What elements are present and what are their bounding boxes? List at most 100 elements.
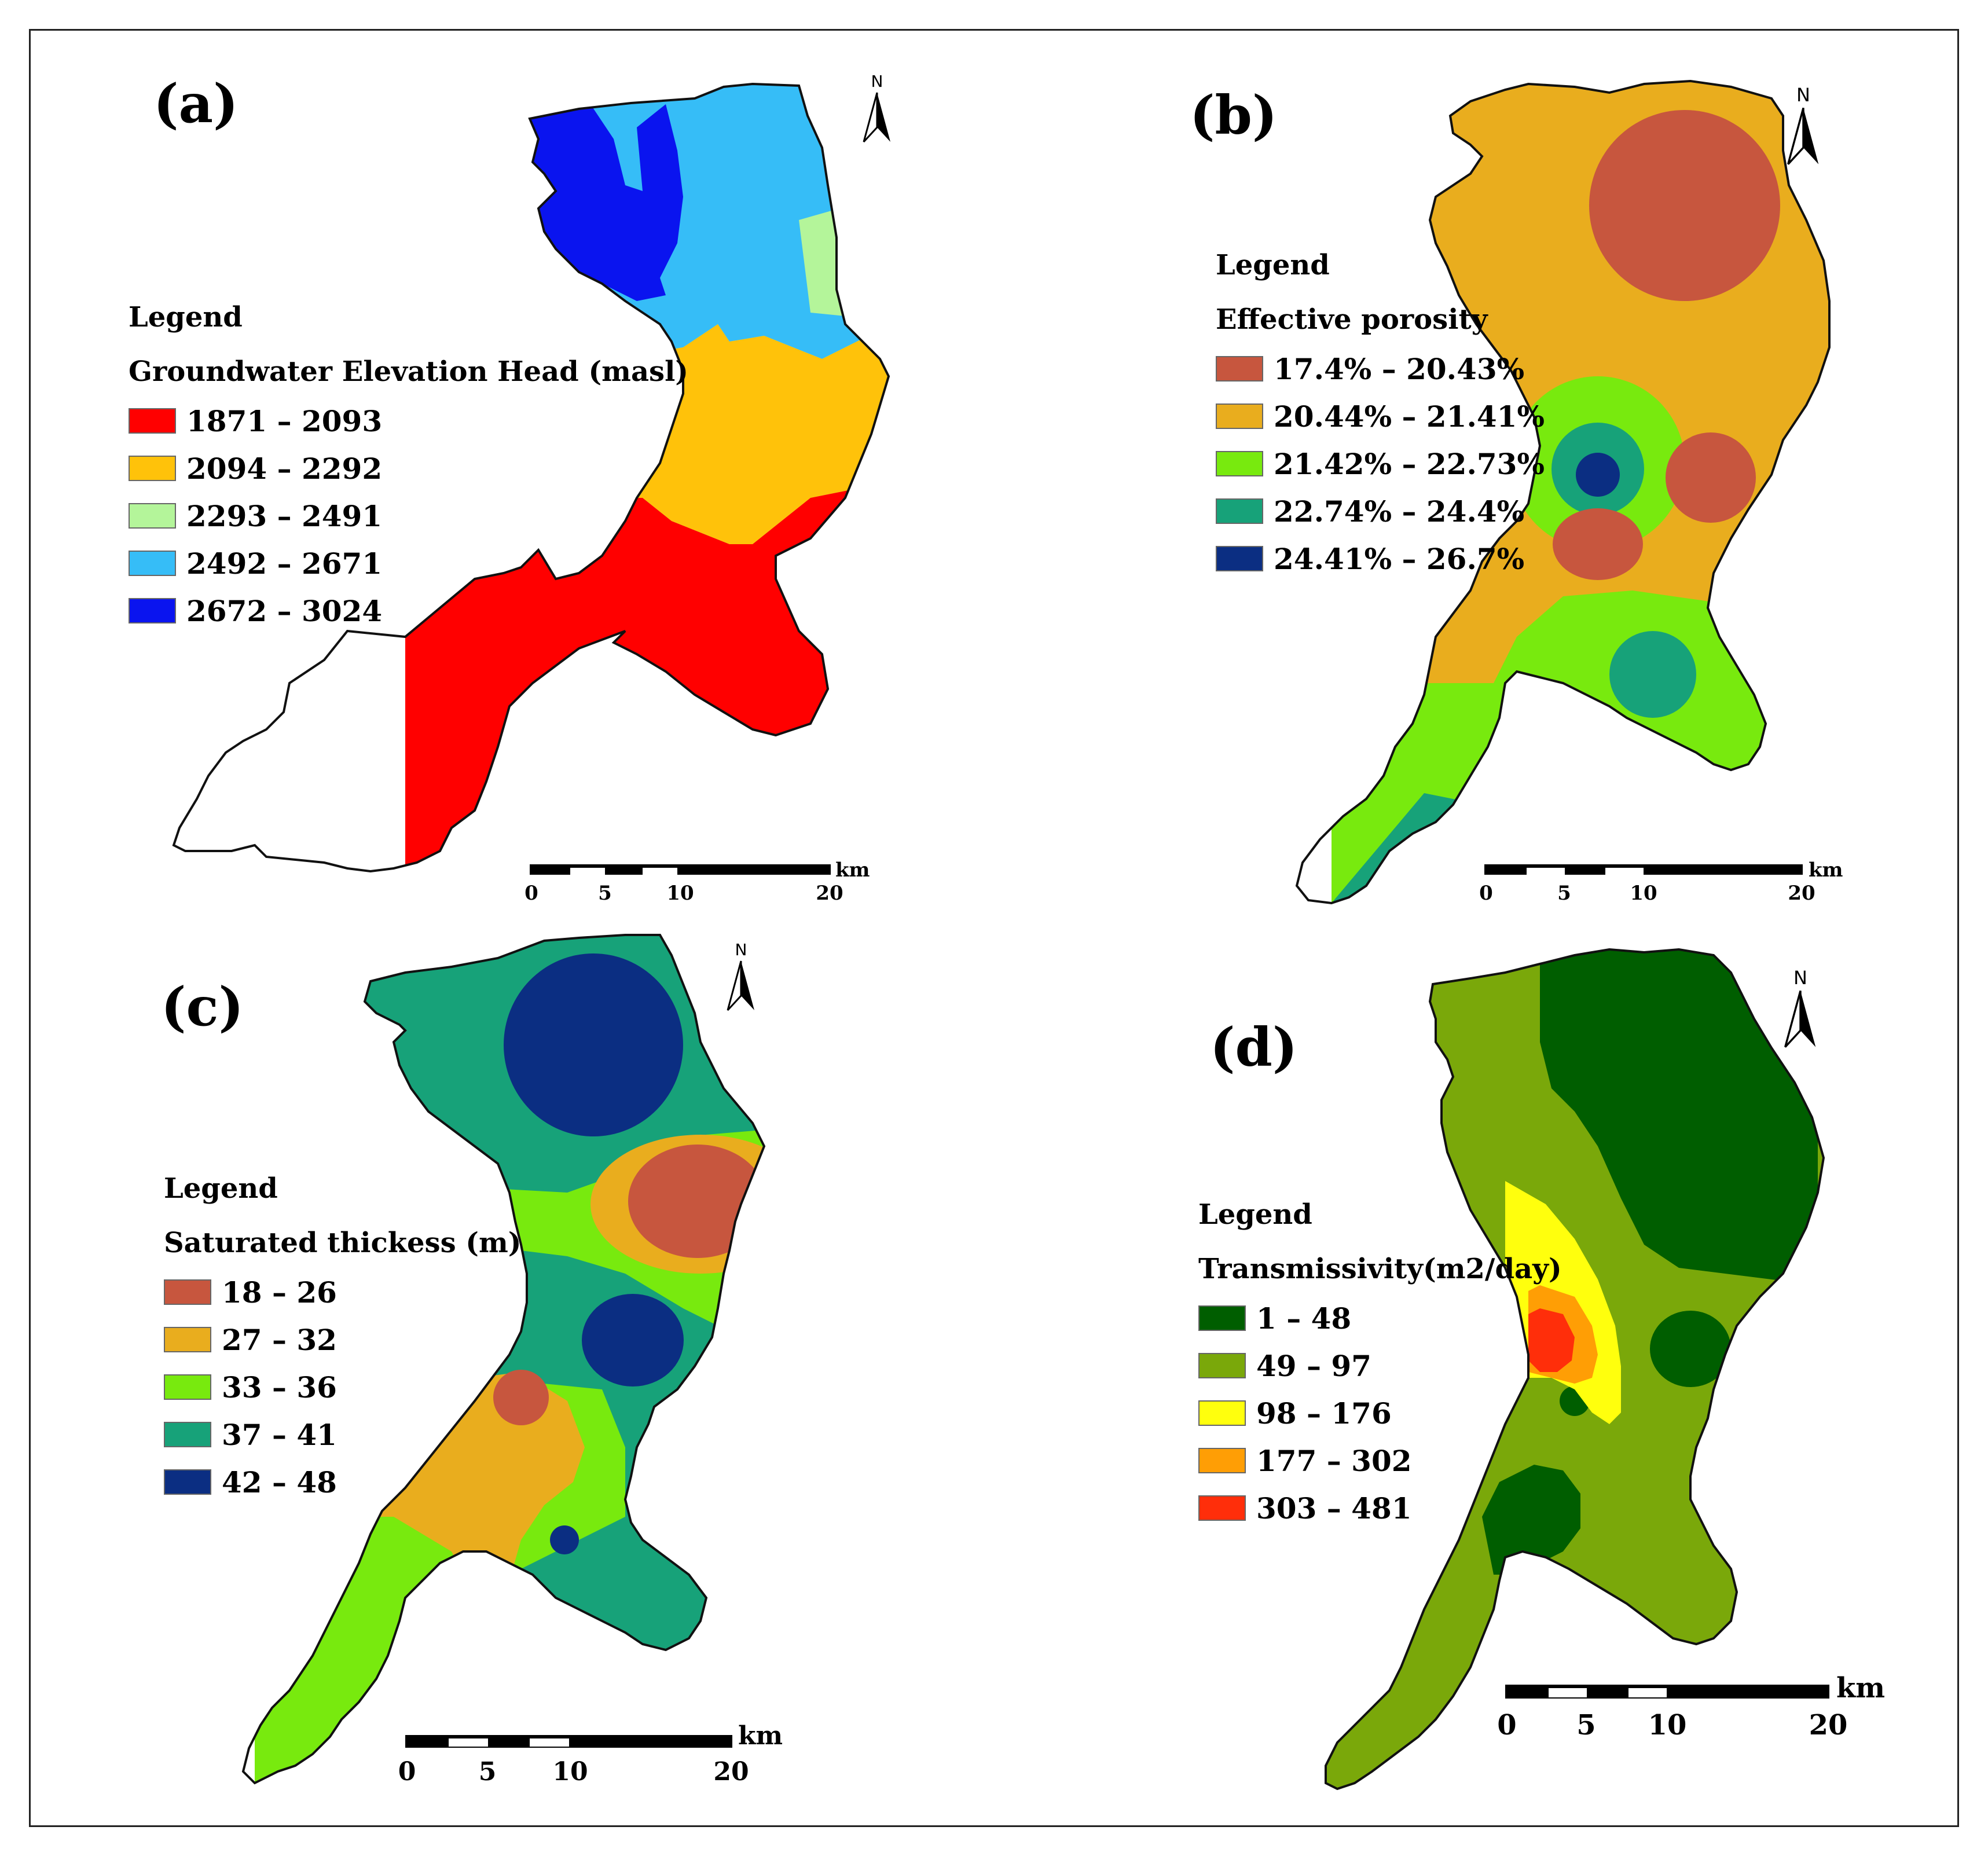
- legend-label: 2293 – 2491: [186, 498, 383, 533]
- legend-label: 98 – 176: [1256, 1396, 1392, 1430]
- scale-tick: 5: [1557, 882, 1571, 905]
- scale-segment: [530, 1738, 569, 1747]
- legend-swatch: [1216, 546, 1263, 571]
- legend-swatch: [1216, 498, 1263, 524]
- scale-tick: 20: [1809, 1709, 1848, 1741]
- legend-item: 177 – 302: [1198, 1437, 1562, 1484]
- a-basin-outline: [172, 82, 890, 873]
- legend-swatch: [1198, 1495, 1246, 1521]
- legend-item: 22.74% – 24.4%: [1216, 487, 1545, 535]
- c-zone-18-26-b: [493, 1370, 549, 1425]
- legend-heading: Legend: [1198, 1198, 1312, 1231]
- legend-title: Saturated thickess (m): [164, 1227, 522, 1259]
- c-basin-outline: [241, 934, 766, 1785]
- legend-label: 177 – 302: [1256, 1443, 1412, 1478]
- scale-tick: 5: [598, 882, 612, 905]
- legend-item: 2492 – 2671: [129, 540, 688, 587]
- legend-label: 33 – 36: [222, 1370, 337, 1404]
- legend-item: 42 – 48: [164, 1458, 522, 1506]
- scale-tick: 10: [1630, 882, 1657, 905]
- scale-tick: 20: [1788, 882, 1815, 905]
- scale-tick: 5: [478, 1757, 497, 1787]
- legend-swatch: [164, 1279, 211, 1305]
- figure-frame: [29, 29, 1959, 1827]
- north-arrow-a: N: [857, 69, 897, 147]
- panel-label-c: (c): [161, 975, 244, 1038]
- legend-item: 17.4% – 20.43%: [1216, 345, 1545, 393]
- d-zone-1-48-a: [1540, 949, 1818, 1285]
- panel-label-d: (d): [1210, 1016, 1298, 1079]
- legend-swatch: [1198, 1448, 1246, 1473]
- legend-item: 2094 – 2292: [129, 445, 688, 492]
- scale-tick: 0: [1497, 1709, 1517, 1741]
- b-zone-17.4-20.43-a: [1589, 110, 1780, 301]
- scale-bar-c: km 0 5 10 20: [398, 1721, 783, 1787]
- legend-label: 2672 – 3024: [186, 593, 383, 628]
- legend-swatch: [129, 551, 176, 576]
- scale-bar-d: km 0 5 10 20: [1497, 1672, 1885, 1743]
- legend-item: 2672 – 3024: [129, 587, 688, 634]
- scale-bar: [530, 864, 831, 875]
- north-arrow-icon: N: [1784, 967, 1816, 1048]
- scale-tick: 20: [713, 1757, 749, 1787]
- north-letter: N: [735, 940, 747, 959]
- b-zone-24.41-26.7: [1576, 453, 1620, 497]
- scale-tick: 10: [552, 1757, 588, 1787]
- scale-unit: km: [738, 1721, 783, 1751]
- legend-d: Legend Transmissivity(m2/day) 1 – 48 49 …: [1198, 1198, 1562, 1532]
- scale-segment: [643, 868, 677, 875]
- scale-unit: km: [835, 859, 870, 882]
- legend-item: 20.44% – 21.41%: [1216, 393, 1545, 440]
- legend-label: 27 – 32: [222, 1322, 337, 1357]
- legend-title: Groundwater Elevation Head (masl): [129, 355, 689, 388]
- scale-tick: 10: [666, 882, 694, 905]
- scale-unit: km: [1809, 859, 1843, 882]
- north-arrow-icon: N: [1787, 84, 1819, 165]
- scale-tick: 0: [1479, 882, 1493, 905]
- c-zone-18-26-a: [628, 1145, 764, 1258]
- legend-title: Transmissivity(m2/day): [1198, 1253, 1562, 1285]
- legend-label: 37 – 41: [222, 1417, 337, 1452]
- north-letter: N: [871, 72, 883, 91]
- scale-tick: 20: [816, 882, 843, 905]
- c-zone-42-48-b: [582, 1294, 684, 1387]
- b-zone-22.74-24.4-b: [1609, 631, 1696, 718]
- legend-swatch: [1198, 1305, 1246, 1331]
- legend-label: 1 – 48: [1256, 1301, 1352, 1336]
- north-arrow-b: N: [1780, 81, 1826, 170]
- scale-tick: 10: [1648, 1709, 1687, 1741]
- legend-label: 2094 – 2292: [186, 451, 383, 486]
- legend-swatch: [129, 503, 176, 529]
- scale-bar: [1484, 864, 1803, 875]
- panel-label-b: (b): [1190, 84, 1278, 146]
- legend-item: 18 – 26: [164, 1268, 522, 1316]
- legend-item: 27 – 32: [164, 1316, 522, 1363]
- legend-item: 21.42% – 22.73%: [1216, 440, 1545, 487]
- legend-swatch: [1216, 356, 1263, 382]
- c-zone-42-48-a: [504, 953, 683, 1136]
- legend-label: 17.4% – 20.43%: [1274, 351, 1525, 386]
- panel-label-a: (a): [153, 72, 239, 135]
- scale-segment: [1628, 1688, 1667, 1697]
- legend-item: 98 – 176: [1198, 1389, 1562, 1437]
- scale-tick: 0: [398, 1757, 416, 1787]
- legend-label: 21.42% – 22.73%: [1274, 446, 1545, 481]
- scale-segment: [1527, 868, 1565, 875]
- legend-label: 42 – 48: [222, 1465, 337, 1499]
- legend-label: 2492 – 2671: [186, 546, 383, 581]
- north-letter: N: [1793, 967, 1807, 989]
- scale-bar-b: km 0 5 10 20: [1479, 859, 1843, 911]
- scale-segment: [449, 1738, 488, 1747]
- scale-segment: [570, 868, 605, 875]
- scale-tick: 5: [1576, 1709, 1596, 1741]
- scale-bar-a: km 0 5 10 20: [524, 859, 870, 911]
- c-zone-42-48-c: [550, 1525, 579, 1554]
- legend-swatch: [164, 1374, 211, 1400]
- legend-a: Legend Groundwater Elevation Head (masl)…: [129, 301, 688, 634]
- scale-bar: [405, 1735, 732, 1748]
- legend-label: 24.41% – 26.7%: [1274, 541, 1525, 576]
- legend-c: Legend Saturated thickess (m) 18 – 26 27…: [164, 1172, 522, 1506]
- d-zone-303-481: [1528, 1308, 1575, 1372]
- b-basin-outline: [1295, 79, 1831, 905]
